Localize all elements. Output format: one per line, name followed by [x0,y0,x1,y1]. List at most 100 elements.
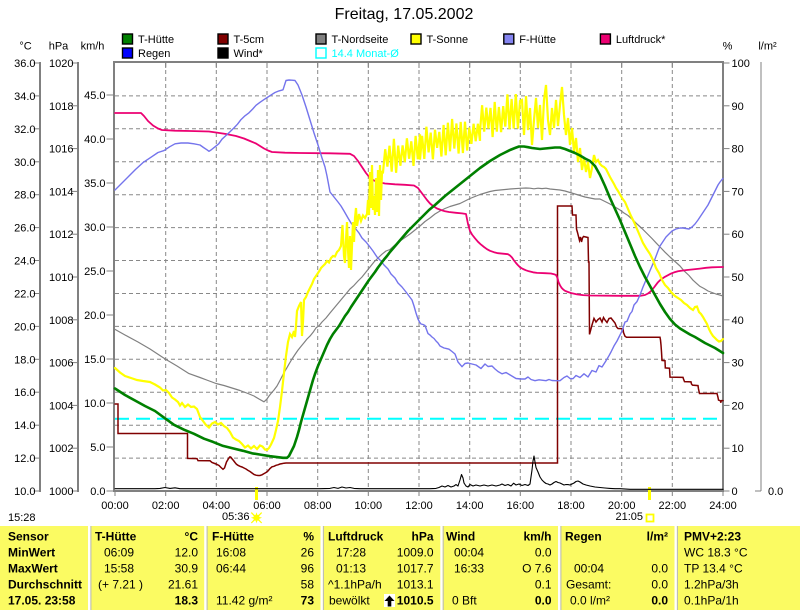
svg-text:34.0: 34.0 [14,91,35,103]
svg-text:26.0: 26.0 [14,223,35,235]
svg-text:16.0: 16.0 [14,387,35,399]
svg-text:12:00: 12:00 [405,500,433,512]
svg-text:01:13: 01:13 [336,562,366,576]
svg-text:00:04: 00:04 [574,562,604,576]
svg-text:1016: 1016 [49,144,73,156]
svg-text:Luftdruck: Luftdruck [328,530,384,544]
svg-text:20.0: 20.0 [14,321,35,333]
svg-text:02:00: 02:00 [152,500,180,512]
svg-text:40.0: 40.0 [84,134,105,146]
svg-text:Regen: Regen [138,48,170,60]
svg-text:96: 96 [301,562,315,576]
svg-text:0.0: 0.0 [651,562,668,576]
svg-text:(+ 7.21 ): (+ 7.21 ) [98,578,143,592]
svg-text:0.0: 0.0 [651,594,668,608]
svg-text:MaxWert: MaxWert [8,562,58,576]
svg-text:0.1hPa/1h: 0.1hPa/1h [684,594,739,608]
svg-text:32.0: 32.0 [14,124,35,136]
svg-text:^1.1hPa/h: ^1.1hPa/h [328,578,382,592]
svg-text:Durchschnitt: Durchschnitt [8,578,82,592]
svg-text:05:36: 05:36 [222,511,250,523]
svg-text:bewölkt: bewölkt [329,594,370,608]
svg-text:0 Bft: 0 Bft [452,594,477,608]
svg-text:06:00: 06:00 [253,500,281,512]
svg-text:0.0 l/m²: 0.0 l/m² [570,594,610,608]
svg-text:1013.1: 1013.1 [397,578,434,592]
svg-text:1008: 1008 [49,315,73,327]
svg-text:16:00: 16:00 [507,500,535,512]
svg-text:0.0: 0.0 [768,486,783,498]
svg-text:1009.0: 1009.0 [397,546,434,560]
svg-text:100: 100 [732,58,750,70]
svg-text:16:33: 16:33 [454,562,484,576]
svg-text:Gesamt:: Gesamt: [566,578,611,592]
svg-text:Wind: Wind [446,530,475,544]
svg-text:60: 60 [732,229,744,241]
svg-text:°C: °C [19,41,31,53]
svg-text:18:00: 18:00 [557,500,585,512]
svg-text:Luftdruck*: Luftdruck* [616,34,666,46]
svg-text:1020: 1020 [49,58,73,70]
svg-text:1004: 1004 [49,400,73,412]
svg-text:30.0: 30.0 [14,157,35,169]
svg-text:0.0: 0.0 [651,578,668,592]
svg-text:MinWert: MinWert [8,546,55,560]
svg-text:36.0: 36.0 [14,58,35,70]
svg-text:T-Nordseite: T-Nordseite [332,34,389,46]
svg-text:20: 20 [732,400,744,412]
svg-text:12.0: 12.0 [14,453,35,465]
svg-text:hPa: hPa [49,41,69,53]
svg-text:TP 13.4 °C: TP 13.4 °C [684,562,743,576]
svg-text:F-Hütte: F-Hütte [519,34,556,46]
svg-text:0.1: 0.1 [535,578,552,592]
svg-text:10: 10 [732,443,744,455]
svg-text:%: % [723,41,733,53]
svg-text:1002: 1002 [49,443,73,455]
svg-text:1000: 1000 [49,486,73,498]
svg-text:18.0: 18.0 [14,354,35,366]
svg-text:18.3: 18.3 [175,594,199,608]
svg-text:58: 58 [301,578,315,592]
svg-text:30.0: 30.0 [84,222,105,234]
svg-text:14:00: 14:00 [456,500,484,512]
svg-text:21.61: 21.61 [168,578,198,592]
svg-text:26: 26 [301,546,315,560]
svg-text:Wind*: Wind* [234,48,264,60]
svg-text:22.0: 22.0 [14,289,35,301]
svg-text:%: % [303,530,314,544]
svg-text:1017.7: 1017.7 [397,562,434,576]
svg-text:5.0: 5.0 [90,442,105,454]
svg-text:24:00: 24:00 [709,500,737,512]
svg-text:06:44: 06:44 [216,562,246,576]
svg-text:00:04: 00:04 [454,546,484,560]
svg-text:km/h: km/h [81,41,105,53]
svg-text:km/h: km/h [523,530,551,544]
svg-text:11.42 g/m²: 11.42 g/m² [216,594,272,608]
svg-text:30.9: 30.9 [175,562,199,576]
svg-text:0.0: 0.0 [535,594,552,608]
svg-text:04:00: 04:00 [203,500,231,512]
svg-text:14.0: 14.0 [14,420,35,432]
svg-text:15:28: 15:28 [8,512,36,524]
svg-text:T-Hütte: T-Hütte [138,34,174,46]
svg-text:1.2hPa/3h: 1.2hPa/3h [684,578,739,592]
svg-text:Regen: Regen [565,530,602,544]
svg-text:l/m²: l/m² [758,41,777,53]
svg-text:1010.5: 1010.5 [397,594,434,608]
svg-text:l/m²: l/m² [647,530,668,544]
svg-text:1010: 1010 [49,272,73,284]
svg-text:28.0: 28.0 [14,190,35,202]
svg-text:Freitag, 17.05.2002: Freitag, 17.05.2002 [335,6,474,23]
svg-text:10.0: 10.0 [84,398,105,410]
svg-text:PMV+2:23: PMV+2:23 [684,530,741,544]
svg-text:21:05: 21:05 [615,511,643,523]
svg-text:35.0: 35.0 [84,178,105,190]
svg-text:17:28: 17:28 [336,546,366,560]
svg-text:T-Hütte: T-Hütte [95,530,137,544]
svg-text:50: 50 [732,272,744,284]
svg-text:T-Sonne: T-Sonne [427,34,469,46]
svg-text:30: 30 [732,358,744,370]
svg-text:°C: °C [185,530,199,544]
svg-text:0.0: 0.0 [90,486,105,498]
svg-text:06:09: 06:09 [104,546,134,560]
